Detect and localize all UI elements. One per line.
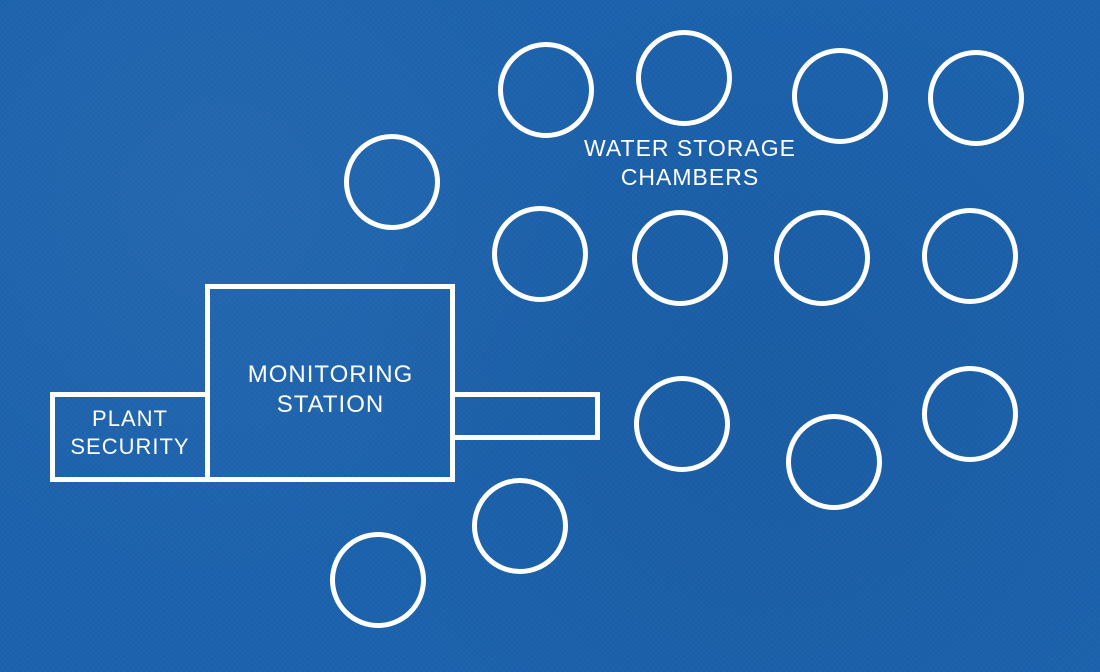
storage-chamber-circle bbox=[774, 210, 870, 306]
storage-chamber-circle bbox=[636, 30, 732, 126]
monitoring-station-label: MONITORING STATION bbox=[218, 360, 443, 420]
storage-chamber-circle bbox=[344, 134, 440, 230]
storage-chamber-circle bbox=[472, 478, 568, 574]
storage-chamber-circle bbox=[330, 532, 426, 628]
storage-chamber-circle bbox=[498, 42, 594, 138]
storage-chamber-circle bbox=[922, 366, 1018, 462]
storage-chamber-circle bbox=[492, 206, 588, 302]
storage-chamber-circle bbox=[634, 376, 730, 472]
storage-chamber-circle bbox=[922, 208, 1018, 304]
storage-chamber-circle bbox=[632, 210, 728, 306]
connector-corridor bbox=[450, 392, 600, 440]
blueprint-diagram: PLANT SECURITY MONITORING STATION WATER ST… bbox=[0, 0, 1100, 672]
water-storage-label: WATER STORAGE CHAMBERS bbox=[530, 134, 850, 192]
plant-security-label: PLANT SECURITY bbox=[60, 405, 200, 460]
storage-chamber-circle bbox=[792, 48, 888, 144]
storage-chamber-circle bbox=[786, 414, 882, 510]
storage-chamber-circle bbox=[928, 50, 1024, 146]
